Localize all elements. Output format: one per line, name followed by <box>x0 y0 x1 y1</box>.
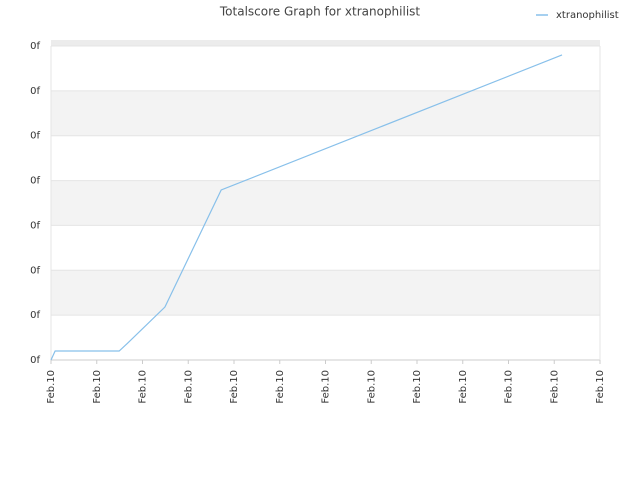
x-tick-label: Feb.10 <box>275 370 286 404</box>
y-tick-label: 0f <box>30 265 40 276</box>
x-tick-label: Feb.10 <box>229 370 240 404</box>
y-tick-label: 0f <box>30 220 40 231</box>
y-tick-label: 0f <box>30 131 40 142</box>
marks <box>50 54 563 361</box>
bands <box>51 46 600 360</box>
chart-title: Totalscore Graph for xtranophilist <box>219 5 421 19</box>
x-tick-label: Feb.10 <box>138 370 149 404</box>
y-tick-label: 0f <box>30 41 40 52</box>
grid <box>50 45 601 364</box>
y-tick-label: 0f <box>30 310 40 321</box>
band <box>51 135 600 181</box>
band <box>51 270 600 316</box>
x-tick-label: Feb.10 <box>366 370 377 404</box>
y-tick-label: 0f <box>30 86 40 97</box>
x-tick-label: Feb.10 <box>549 370 560 404</box>
data-line <box>50 54 563 361</box>
labels: 0f 0f 0f 0f 0f 0f 0f 0f Feb.10 Feb.10 Feb.10 Feb.10… <box>30 10 619 404</box>
x-tick-label: Feb.10 <box>504 370 515 404</box>
legend-label: xtranophilist <box>556 10 619 21</box>
x-tick-label: Feb.10 <box>183 370 194 404</box>
band <box>51 225 600 271</box>
band <box>51 315 600 360</box>
x-tick-label: Feb.10 <box>321 370 332 404</box>
y-tick-label: 0f <box>30 355 40 366</box>
y-tick-label: 0f <box>30 176 40 187</box>
band <box>51 46 600 91</box>
x-tick-label: Feb.10 <box>92 370 103 404</box>
band <box>51 90 600 136</box>
x-tick-label: Feb.10 <box>458 370 469 404</box>
band <box>51 180 600 226</box>
x-tick-label: Feb.10 <box>46 370 57 404</box>
x-tick-label: Feb.10 <box>595 370 606 404</box>
plot-top-strip <box>51 40 600 46</box>
x-tick-label: Feb.10 <box>412 370 423 404</box>
